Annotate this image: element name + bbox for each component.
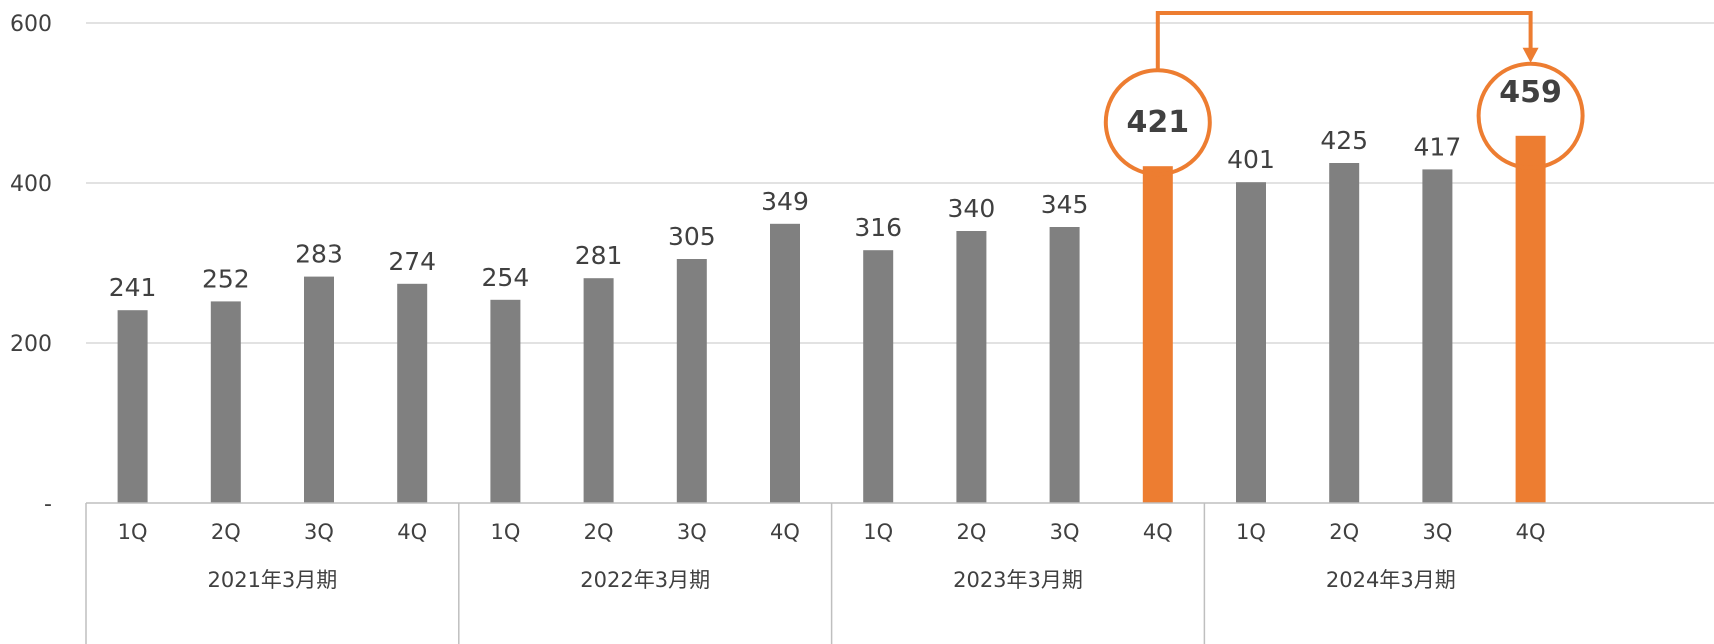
data-label: 281 (575, 241, 623, 270)
bar (1236, 182, 1266, 503)
x-group-label: 2022年3月期 (580, 568, 710, 592)
bars (117, 135, 1546, 504)
bar (863, 250, 894, 503)
x-tick-label: 4Q (1143, 520, 1173, 544)
arrowhead (1522, 47, 1539, 63)
x-tick-label: 1Q (863, 520, 893, 544)
data-label: 241 (109, 273, 157, 302)
data-label: 425 (1320, 126, 1368, 155)
y-tick-label: 400 (10, 172, 52, 197)
bar (304, 276, 334, 503)
x-tick-label: 2Q (584, 520, 614, 544)
data-label: 283 (295, 240, 343, 269)
data-label: 459 (1499, 75, 1562, 110)
data-label: 340 (948, 194, 996, 223)
x-group-label: 2021年3月期 (207, 568, 337, 592)
data-label: 417 (1414, 132, 1462, 161)
bar (1422, 169, 1453, 503)
data-label: 254 (482, 263, 530, 292)
x-tick-label: 1Q (118, 520, 148, 544)
bar (676, 259, 707, 503)
x-tick-label: 2Q (956, 520, 986, 544)
data-label: 252 (202, 264, 250, 293)
y-tick-label: 200 (10, 332, 52, 357)
bar (1329, 163, 1360, 503)
x-tick-label: 4Q (1516, 520, 1546, 544)
comparison-annotation (1103, 11, 1585, 177)
x-tick-label: 3Q (304, 520, 334, 544)
data-label: 274 (388, 247, 436, 276)
data-label: 421 (1126, 105, 1189, 140)
bar-highlight (1515, 135, 1546, 504)
bar (770, 223, 800, 504)
x-tick-label: 3Q (1050, 520, 1080, 544)
x-tick-label: 2Q (211, 520, 241, 544)
bar (210, 301, 241, 503)
bar (1049, 227, 1080, 503)
x-group-label: 2023年3月期 (953, 568, 1083, 592)
x-tick-label: 4Q (397, 520, 427, 544)
bar (117, 310, 148, 503)
data-label: 316 (854, 213, 902, 242)
bar (583, 278, 614, 503)
x-tick-label: 4Q (770, 520, 800, 544)
bar (397, 283, 428, 503)
data-label: 305 (668, 222, 716, 251)
x-tick-label: 2Q (1329, 520, 1359, 544)
bar (490, 299, 521, 503)
x-tick-label: 1Q (1236, 520, 1266, 544)
x-tick-label: 1Q (490, 520, 520, 544)
bar (956, 231, 987, 503)
highlight-circle (1476, 61, 1585, 170)
y-tick-label: - (44, 492, 52, 517)
data-label: 401 (1227, 145, 1275, 174)
data-label: 345 (1041, 190, 1089, 219)
axes: - 200 400 600 1Q 2Q 3Q 4Q 2021年3月期 1Q 2Q 3Q 4Q 2022年3… (10, 12, 1714, 644)
data-label: 349 (761, 187, 809, 216)
x-tick-label: 3Q (1422, 520, 1452, 544)
comparison-arrow-line (1155, 11, 1533, 71)
x-tick-label: 3Q (677, 520, 707, 544)
bar-highlight (1142, 166, 1173, 503)
y-tick-label: 600 (10, 12, 52, 37)
data-labels: 241 252 283 274 254 281 305 349 316 340 345 421 401 4… (109, 75, 1562, 302)
x-group-label: 2024年3月期 (1326, 568, 1456, 592)
